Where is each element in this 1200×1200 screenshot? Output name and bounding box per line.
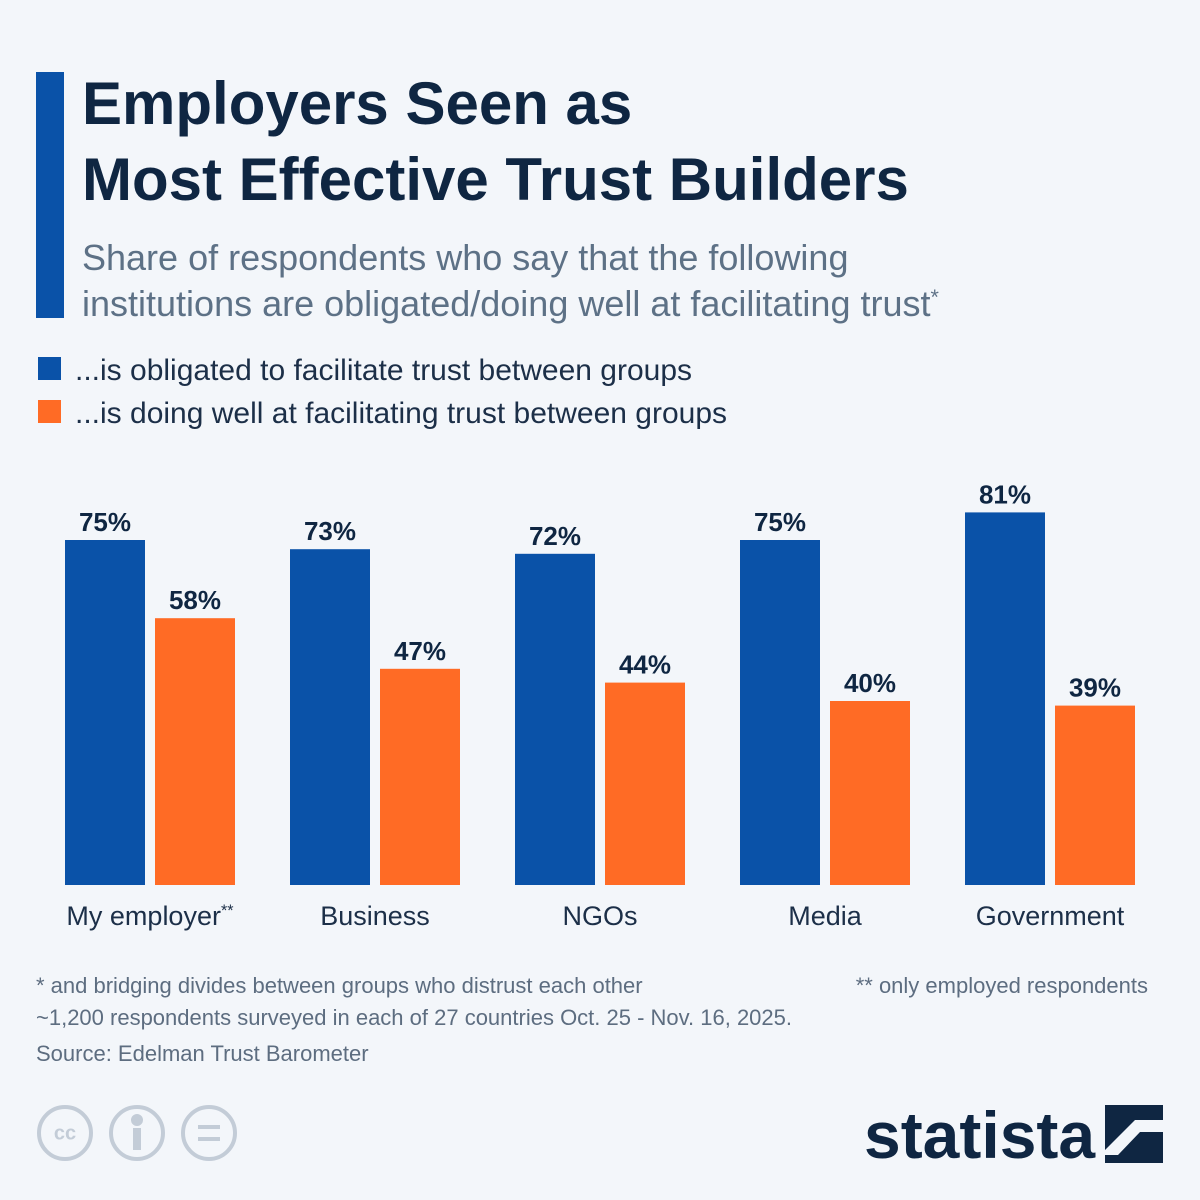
value-label: 47% [394,636,446,666]
value-label: 40% [844,668,896,698]
legend-label: ...is obligated to facilitate trust betw… [75,354,692,387]
footnote: * and bridging divides between groups wh… [36,973,643,998]
value-label: 73% [304,516,356,546]
brand-icon [1105,1105,1163,1163]
chart-title: Most Effective Trust Builders [82,146,909,213]
x-tick-label: My employer** [66,901,234,931]
title-accent [36,72,64,318]
value-label: 75% [754,507,806,537]
x-tick-label: NGOs [562,901,637,931]
bar [515,553,595,885]
bar [740,540,820,885]
bar [290,549,370,885]
bar [1055,705,1135,885]
value-label: 58% [169,585,221,615]
value-label: 72% [529,521,581,551]
subtitle: Share of respondents who say that the fo… [82,237,848,278]
x-tick-label: Media [788,901,863,931]
brand-logo: statista [864,1098,1096,1172]
legend-swatch [38,357,61,380]
subtitle: institutions are obligated/doing well at… [82,283,939,324]
x-tick-label: Government [976,901,1125,931]
cc-icon: cc [54,1122,76,1144]
value-label: 81% [979,479,1031,509]
bar [830,701,910,885]
license-icons [37,1105,237,1161]
footnote: ** only employed respondents [856,973,1148,998]
value-label: 75% [79,507,131,537]
bar [155,618,235,885]
bar [65,540,145,885]
bar [605,682,685,885]
footnote: ~1,200 respondents surveyed in each of 2… [36,1005,792,1030]
source: Source: Edelman Trust Barometer [36,1041,369,1066]
value-label: 39% [1069,673,1121,703]
legend-swatch [38,400,61,423]
value-label: 44% [619,650,671,680]
bar [380,668,460,885]
chart-title: Employers Seen as [82,70,632,137]
legend-label: ...is doing well at facilitating trust b… [75,397,727,430]
x-tick-label: Business [320,901,430,931]
bar [965,512,1045,885]
